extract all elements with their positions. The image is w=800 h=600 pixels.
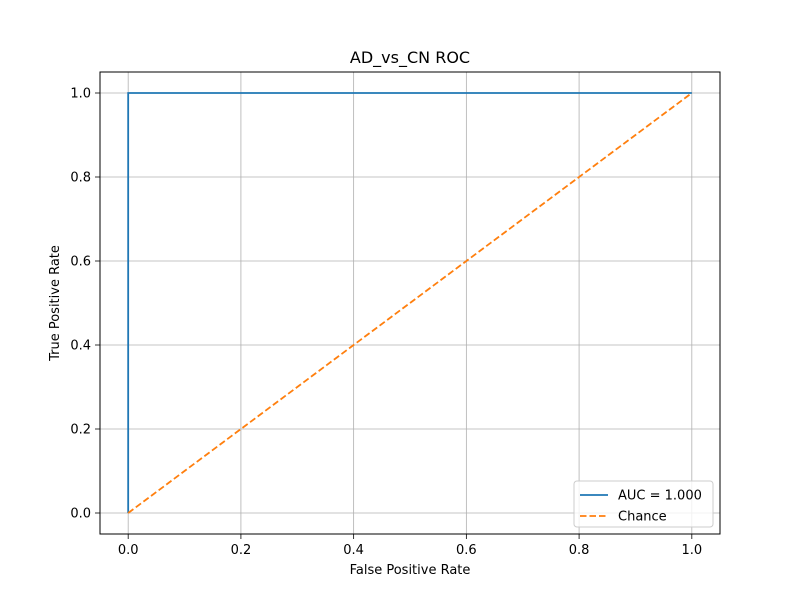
legend-label: AUC = 1.000	[618, 489, 702, 504]
x-tick-label: 0.6	[456, 543, 477, 558]
chart-title: AD_vs_CN ROC	[350, 48, 470, 68]
legend-label: Chance	[618, 510, 667, 525]
y-tick-label: 0.4	[70, 339, 91, 354]
x-tick-label: 0.8	[569, 543, 590, 558]
legend-box	[573, 480, 714, 528]
y-tick-label: 0.8	[70, 171, 91, 186]
x-axis-label: False Positive Rate	[350, 563, 471, 578]
y-axis-label: True Positive Rate	[48, 245, 63, 362]
series-line-chance	[127, 92, 693, 514]
legend: AUC = 1.000 Chance	[573, 480, 714, 528]
y-tick-label: 0.6	[70, 255, 91, 270]
series-line-roc	[127, 92, 692, 513]
plot-series	[127, 92, 693, 514]
y-tick-label: 1.0	[70, 87, 91, 102]
plot-frame	[99, 71, 721, 535]
x-tick-label: 0.0	[118, 543, 139, 558]
x-tick-label: 0.4	[343, 543, 364, 558]
y-tick-label: 0.2	[70, 423, 91, 438]
x-tick-label: 1.0	[681, 543, 702, 558]
y-tick-label: 0.0	[70, 507, 91, 522]
x-tick-label: 0.2	[231, 543, 252, 558]
axis-ticks: 0.0 0.2 0.4 0.6 0.8 1.0 0.0 0.2 0.4 0.6 0.8 1.0	[70, 87, 702, 559]
